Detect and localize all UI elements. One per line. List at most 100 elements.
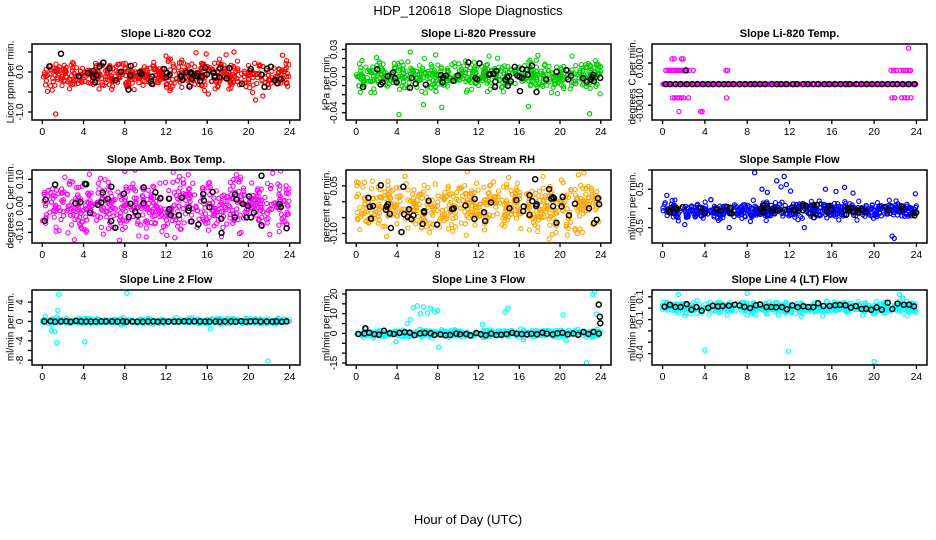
- svg-text:4: 4: [81, 126, 87, 138]
- svg-text:0: 0: [660, 249, 666, 261]
- panel-title-slope-amb-box-temp: Slope Amb. Box Temp.: [106, 154, 226, 166]
- svg-text:16: 16: [201, 249, 213, 261]
- panel-title-slope-li820-co2: Slope Li-820 CO2: [120, 28, 212, 40]
- panel-title-slope-line4-lt-flow: Slope Line 4 (LT) Flow: [731, 274, 848, 286]
- svg-text:0.5: 0.5: [635, 182, 646, 196]
- svg-text:-1.0: -1.0: [15, 103, 26, 121]
- svg-text:16: 16: [826, 126, 838, 138]
- svg-text:-4: -4: [15, 336, 26, 345]
- svg-text:16: 16: [513, 371, 525, 383]
- svg-text:-0.04: -0.04: [329, 101, 340, 124]
- svg-text:12: 12: [160, 249, 172, 261]
- y-axis-label-degc-1: degrees C per min.: [627, 39, 639, 125]
- svg-text:16: 16: [513, 249, 525, 261]
- svg-text:12: 12: [473, 371, 485, 383]
- svg-text:8: 8: [435, 371, 441, 383]
- y-axis-label-licor-ppm: Licor ppm per min.: [5, 40, 17, 124]
- svg-text:0.05: 0.05: [329, 176, 340, 196]
- svg-text:0.00: 0.00: [15, 196, 26, 216]
- svg-text:24: 24: [595, 249, 607, 261]
- svg-text:0.0: 0.0: [15, 65, 26, 79]
- svg-text:0: 0: [329, 330, 340, 336]
- svg-text:16: 16: [201, 126, 213, 138]
- svg-text:8: 8: [744, 126, 750, 138]
- svg-text:4: 4: [702, 126, 708, 138]
- svg-text:20: 20: [554, 126, 566, 138]
- svg-text:12: 12: [784, 126, 796, 138]
- svg-text:24: 24: [911, 249, 923, 261]
- svg-text:0: 0: [353, 126, 359, 138]
- x-axis-title: Hour of Day (UTC): [413, 512, 523, 527]
- svg-text:0: 0: [353, 249, 359, 261]
- svg-text:12: 12: [473, 126, 485, 138]
- svg-text:16: 16: [513, 126, 525, 138]
- svg-text:4: 4: [394, 126, 400, 138]
- svg-text:20: 20: [554, 249, 566, 261]
- y-axis-label-percent: percent per min.: [321, 169, 333, 243]
- svg-text:24: 24: [284, 371, 296, 383]
- svg-text:16: 16: [201, 371, 213, 383]
- svg-text:4: 4: [394, 371, 400, 383]
- svg-text:0: 0: [39, 126, 45, 138]
- svg-text:8: 8: [435, 126, 441, 138]
- svg-text:24: 24: [595, 126, 607, 138]
- svg-text:4: 4: [15, 299, 26, 305]
- svg-text:-15: -15: [329, 355, 340, 370]
- svg-text:24: 24: [284, 126, 296, 138]
- svg-text:0: 0: [39, 249, 45, 261]
- svg-text:20: 20: [868, 126, 880, 138]
- svg-text:12: 12: [473, 249, 485, 261]
- svg-text:0.0010: 0.0010: [635, 47, 646, 78]
- svg-text:24: 24: [595, 371, 607, 383]
- svg-text:12: 12: [160, 371, 172, 383]
- svg-text:20: 20: [243, 126, 255, 138]
- svg-text:0: 0: [39, 371, 45, 383]
- svg-text:24: 24: [284, 249, 296, 261]
- svg-text:20: 20: [554, 371, 566, 383]
- svg-text:12: 12: [160, 126, 172, 138]
- panel-title-slope-sample-flow: Slope Sample Flow: [739, 154, 840, 166]
- panel-title-slope-line2-flow: Slope Line 2 Flow: [119, 274, 213, 286]
- y-axis-label-mlmin-3: ml/min per min.: [321, 292, 333, 362]
- panel-title-slope-li820-pressure: Slope Li-820 Pressure: [421, 28, 536, 40]
- svg-text:0.00: 0.00: [329, 66, 340, 86]
- svg-text:0.10: 0.10: [15, 169, 26, 189]
- svg-text:-0.5: -0.5: [635, 219, 646, 237]
- svg-text:16: 16: [826, 249, 838, 261]
- panel-title-slope-gas-stream-rh: Slope Gas Stream RH: [421, 154, 536, 166]
- svg-text:8: 8: [435, 249, 441, 261]
- y-axis-label-kpa: kPa per min.: [321, 53, 333, 111]
- svg-text:10: 10: [329, 308, 340, 320]
- y-axis-label-mlmin-1: ml/min per min.: [627, 171, 639, 241]
- y-axis-label-mlmin-2: ml/min per min.: [5, 292, 17, 362]
- y-axis-label-mlmin-4: ml/min per min.: [627, 292, 639, 362]
- svg-text:4: 4: [702, 249, 708, 261]
- page-title: HDP_120618 Slope Diagnostics: [373, 3, 563, 18]
- panel-title-slope-li820-temp: Slope Li-820 Temp.: [739, 28, 840, 40]
- svg-text:-0.10: -0.10: [329, 222, 340, 245]
- svg-text:20: 20: [243, 371, 255, 383]
- svg-text:0: 0: [15, 318, 26, 324]
- svg-text:-0.0010: -0.0010: [635, 88, 646, 122]
- y-axis-label-degc-2: degrees C per min.: [5, 163, 17, 249]
- svg-text:8: 8: [122, 249, 128, 261]
- svg-text:0.03: 0.03: [329, 39, 340, 59]
- svg-text:8: 8: [122, 371, 128, 383]
- svg-text:8: 8: [744, 249, 750, 261]
- svg-text:0: 0: [660, 126, 666, 138]
- svg-text:4: 4: [394, 249, 400, 261]
- svg-text:8: 8: [122, 126, 128, 138]
- svg-text:20: 20: [329, 288, 340, 300]
- svg-text:0: 0: [353, 371, 359, 383]
- svg-text:12: 12: [784, 249, 796, 261]
- svg-text:20: 20: [868, 249, 880, 261]
- panel-title-slope-line3-flow: Slope Line 3 Flow: [432, 274, 525, 286]
- svg-text:4: 4: [81, 371, 87, 383]
- svg-text:-0.10: -0.10: [15, 221, 26, 244]
- svg-text:-8: -8: [15, 355, 26, 364]
- svg-text:4: 4: [81, 249, 87, 261]
- svg-text:20: 20: [243, 249, 255, 261]
- svg-text:24: 24: [911, 126, 923, 138]
